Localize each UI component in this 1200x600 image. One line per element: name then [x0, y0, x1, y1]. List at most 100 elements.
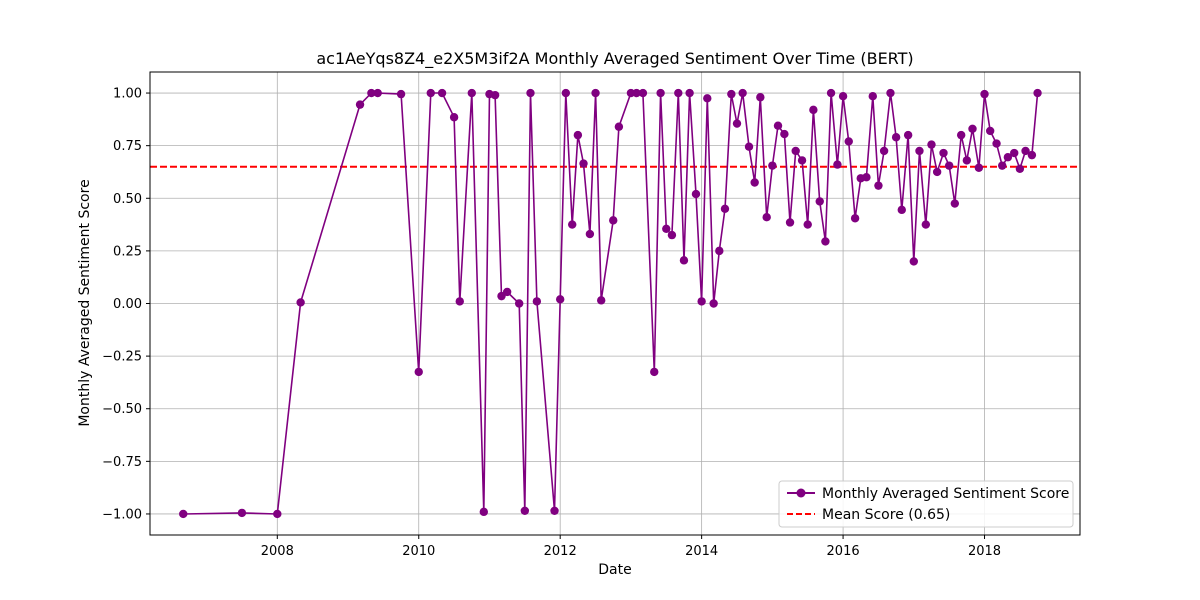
x-axis-label: Date	[598, 562, 631, 578]
data-point	[768, 161, 777, 170]
data-point	[555, 295, 565, 304]
data-point	[568, 220, 577, 229]
data-point	[833, 160, 842, 169]
data-point	[691, 189, 701, 199]
y-tick-label: −0.75	[102, 455, 142, 470]
data-point	[897, 205, 906, 215]
data-point	[985, 126, 995, 136]
data-point	[944, 161, 954, 170]
data-point	[838, 92, 848, 101]
data-point	[709, 299, 718, 308]
data-point	[579, 159, 588, 168]
y-axis-label: Monthly Averaged Sentiment Score	[77, 179, 93, 426]
chart-legend: Monthly Averaged Sentiment Score Mean Sc…	[778, 480, 1074, 528]
data-point	[891, 133, 901, 142]
data-point	[550, 506, 559, 515]
data-point	[573, 130, 583, 140]
x-tick-label: 2018	[968, 544, 1001, 559]
y-axis-ticks: −1.00 −0.75 −0.50 −0.25 0.00 0.25 0.50 0.75 1.00	[102, 87, 150, 522]
data-point	[650, 367, 659, 377]
data-point	[927, 140, 936, 149]
grid-lines	[150, 72, 1080, 535]
data-point	[903, 130, 913, 140]
data-point	[520, 506, 530, 515]
data-point	[514, 299, 524, 308]
data-point	[773, 121, 783, 130]
data-point	[720, 204, 730, 213]
data-point	[968, 124, 977, 134]
data-point	[821, 237, 830, 246]
data-point	[1027, 150, 1037, 160]
data-point	[449, 113, 459, 122]
y-tick-label: 1.00	[113, 87, 142, 102]
data-point	[809, 105, 818, 115]
data-point	[632, 88, 641, 98]
data-point	[886, 88, 895, 98]
data-point	[656, 88, 665, 98]
data-point	[296, 298, 305, 307]
data-point	[998, 161, 1007, 170]
chart-title: ac1AeYqs8Z4_e2X5M3if2A Monthly Averaged …	[316, 49, 913, 69]
data-point	[667, 230, 677, 240]
data-point	[962, 156, 972, 165]
data-point	[874, 181, 883, 190]
data-point	[662, 224, 671, 233]
data-point	[732, 119, 742, 128]
data-point	[396, 89, 406, 99]
legend-box	[778, 480, 1074, 528]
data-point	[715, 246, 724, 256]
x-tick-label: 2012	[544, 544, 577, 559]
data-point	[638, 88, 648, 98]
x-tick-label: 2016	[827, 544, 860, 559]
data-point	[950, 199, 960, 208]
data-point	[915, 146, 924, 156]
data-point	[179, 509, 188, 519]
data-point	[597, 296, 606, 305]
data-point	[727, 89, 736, 99]
x-tick-label: 2010	[402, 544, 435, 559]
data-point	[780, 129, 789, 139]
x-tick-label: 2014	[685, 544, 718, 559]
data-point	[797, 156, 807, 165]
data-point	[526, 88, 535, 98]
data-point	[844, 137, 853, 146]
data-point	[1010, 148, 1019, 158]
data-point	[490, 90, 500, 100]
data-point	[862, 173, 871, 182]
data-point	[868, 92, 877, 101]
data-point	[414, 367, 423, 377]
y-tick-label: 0.00	[113, 297, 142, 312]
data-point	[355, 100, 365, 109]
data-point	[974, 163, 984, 172]
sentiment-series	[179, 88, 1042, 519]
legend-series-label: Monthly Averaged Sentiment Score	[822, 486, 1069, 502]
data-point	[762, 213, 771, 222]
data-point	[273, 509, 282, 519]
data-point	[738, 88, 747, 98]
data-point	[932, 167, 942, 177]
data-point	[532, 297, 542, 306]
data-point	[679, 256, 689, 265]
data-point	[750, 178, 759, 187]
y-tick-label: 0.25	[113, 244, 142, 259]
data-point	[939, 148, 948, 158]
x-tick-label: 2008	[261, 544, 294, 559]
data-point	[992, 139, 1001, 148]
data-point	[1021, 146, 1030, 156]
data-point	[850, 214, 860, 223]
data-point	[980, 89, 989, 99]
x-axis-ticks: 2008 2010 2012 2014 2016 2018	[261, 535, 1001, 559]
data-point	[1015, 164, 1025, 174]
data-point	[502, 287, 512, 297]
data-point	[685, 88, 694, 98]
data-point	[791, 146, 800, 156]
data-point	[956, 130, 966, 140]
data-point	[826, 88, 836, 98]
y-tick-label: 0.75	[113, 139, 142, 154]
data-point	[674, 88, 683, 98]
data-point	[237, 508, 247, 518]
y-tick-label: −0.25	[102, 350, 142, 365]
data-point	[879, 146, 889, 156]
data-point	[561, 88, 571, 98]
